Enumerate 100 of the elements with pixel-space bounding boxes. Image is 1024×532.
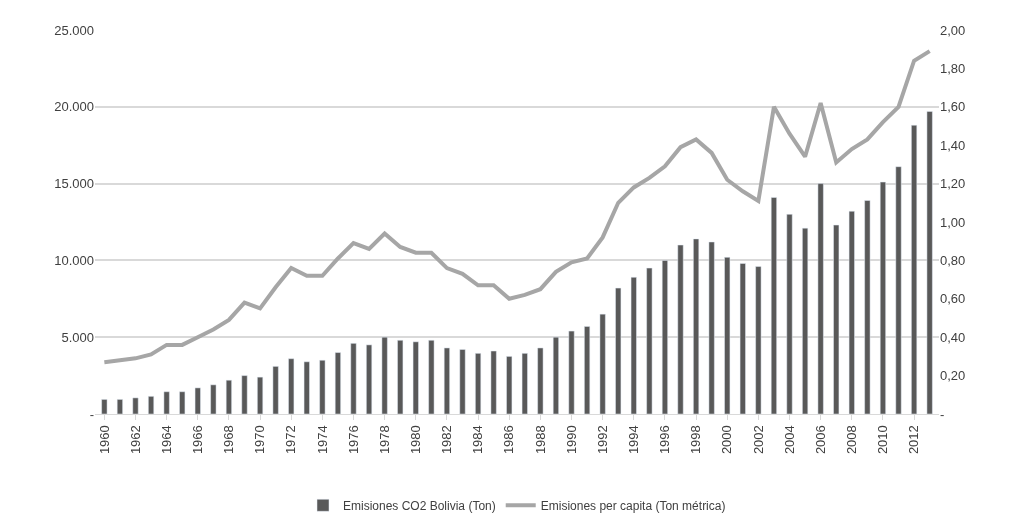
bar xyxy=(475,353,482,414)
bar xyxy=(210,384,217,414)
bar xyxy=(319,359,326,414)
bar xyxy=(381,336,388,414)
x-tick-label: 1988 xyxy=(532,425,548,455)
bar xyxy=(630,277,637,414)
bar xyxy=(303,361,310,414)
y-tick-label: 5.000 xyxy=(61,329,94,345)
bar xyxy=(225,379,232,414)
y2-tick-label: - xyxy=(940,406,945,422)
bar xyxy=(755,266,762,414)
bar xyxy=(584,326,591,414)
bar xyxy=(132,397,139,414)
bar xyxy=(257,376,264,414)
x-tick-label: 1962 xyxy=(127,425,143,455)
bar xyxy=(864,200,871,414)
bar xyxy=(552,336,559,414)
x-tick-label: 1966 xyxy=(190,425,205,455)
x-tick-label: 1970 xyxy=(252,425,268,455)
bar xyxy=(163,391,170,414)
bar xyxy=(194,387,201,414)
legend-label: Emisiones CO2 Bolivia (Ton) xyxy=(343,498,496,513)
y2-tick-label: 2,00 xyxy=(940,22,966,38)
bar xyxy=(879,181,886,414)
bar xyxy=(895,166,902,414)
bar xyxy=(272,366,279,414)
bar xyxy=(506,356,513,414)
bar xyxy=(334,352,341,414)
bar xyxy=(770,197,777,414)
x-tick-label: 2002 xyxy=(750,425,766,455)
bar xyxy=(911,124,918,414)
y2-tick-label: 0,40 xyxy=(940,329,966,345)
y2-tick-label: 1,20 xyxy=(940,176,966,192)
y2-tick-label: 1,00 xyxy=(940,214,966,230)
bar xyxy=(646,267,653,414)
y-tick-label: 15.000 xyxy=(54,176,94,192)
bar xyxy=(615,287,622,414)
bar xyxy=(724,257,731,414)
x-tick-label: 1960 xyxy=(96,425,112,455)
y2-tick-label: 0,80 xyxy=(940,252,966,268)
x-tick-label: 1984 xyxy=(470,425,486,455)
y2-tick-label: 1,80 xyxy=(940,60,966,76)
x-tick-label: 1998 xyxy=(688,425,704,455)
bar xyxy=(397,340,404,414)
bar xyxy=(366,344,373,414)
bar xyxy=(786,214,793,414)
legend-label: Emisiones per capita (Ton métrica) xyxy=(540,498,726,513)
bar xyxy=(599,313,606,414)
bar xyxy=(802,227,809,414)
bar xyxy=(708,241,715,414)
bar xyxy=(537,347,544,414)
x-tick-label: 1976 xyxy=(345,425,361,455)
bar xyxy=(833,224,840,414)
bar xyxy=(459,349,466,414)
x-tick-label: 1972 xyxy=(283,425,299,455)
x-tick-label: 1986 xyxy=(501,425,517,455)
x-tick-label: 1994 xyxy=(626,425,642,455)
x-tick-label: 1968 xyxy=(221,425,237,455)
x-tick-label: 2012 xyxy=(906,425,922,455)
x-tick-label: 1990 xyxy=(563,425,579,455)
x-tick-label: 1978 xyxy=(376,425,392,455)
bar xyxy=(817,183,824,414)
y-tick-label: 20.000 xyxy=(54,99,94,115)
x-tick-label: 1964 xyxy=(158,425,174,455)
x-tick-label: 2010 xyxy=(875,425,891,455)
bar xyxy=(350,343,357,414)
x-tick-label: 2004 xyxy=(781,425,797,455)
y2-tick-label: 0,60 xyxy=(940,291,966,307)
bar xyxy=(116,399,123,414)
bar xyxy=(693,238,700,414)
x-tick-label: 1980 xyxy=(408,425,424,455)
bar xyxy=(739,263,746,414)
y2-tick-label: 0,20 xyxy=(940,368,966,384)
bar xyxy=(241,375,248,414)
line-series xyxy=(102,49,932,365)
x-tick-label: 1992 xyxy=(594,425,610,455)
y2-tick-label: 1,40 xyxy=(940,137,966,153)
bar xyxy=(428,340,435,414)
bar xyxy=(568,330,575,414)
x-tick-label: 1996 xyxy=(657,425,673,455)
bar xyxy=(661,260,668,414)
x-tick-label: 1982 xyxy=(439,425,455,455)
bar xyxy=(677,244,684,414)
bar xyxy=(443,347,450,414)
x-tick-label: 1974 xyxy=(314,425,330,455)
bar xyxy=(521,353,528,414)
bar xyxy=(179,391,186,414)
x-tick-label: 2006 xyxy=(812,425,828,455)
x-tick-label: 2000 xyxy=(719,425,735,455)
bar xyxy=(848,211,855,414)
y2-tick-label: 1,60 xyxy=(940,99,966,115)
y-tick-label: 10.000 xyxy=(54,252,94,268)
bar xyxy=(148,396,155,414)
y-tick-label: - xyxy=(89,406,94,422)
x-tick-label: 2008 xyxy=(844,425,860,455)
bar xyxy=(412,341,419,414)
bar xyxy=(490,350,497,414)
bar xyxy=(101,399,108,414)
y-tick-label: 25.000 xyxy=(54,22,94,38)
bar xyxy=(926,111,933,414)
